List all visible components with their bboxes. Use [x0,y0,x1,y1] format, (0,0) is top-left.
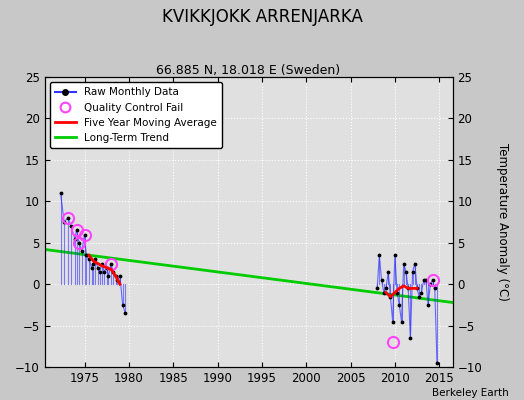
Text: KVIKKJOKK ARRENJARKA: KVIKKJOKK ARRENJARKA [161,8,363,26]
Legend: Raw Monthly Data, Quality Control Fail, Five Year Moving Average, Long-Term Tren: Raw Monthly Data, Quality Control Fail, … [50,82,222,148]
Text: Berkeley Earth: Berkeley Earth [432,388,508,398]
Title: 66.885 N, 18.018 E (Sweden): 66.885 N, 18.018 E (Sweden) [157,64,341,77]
Y-axis label: Temperature Anomaly (°C): Temperature Anomaly (°C) [496,143,509,301]
